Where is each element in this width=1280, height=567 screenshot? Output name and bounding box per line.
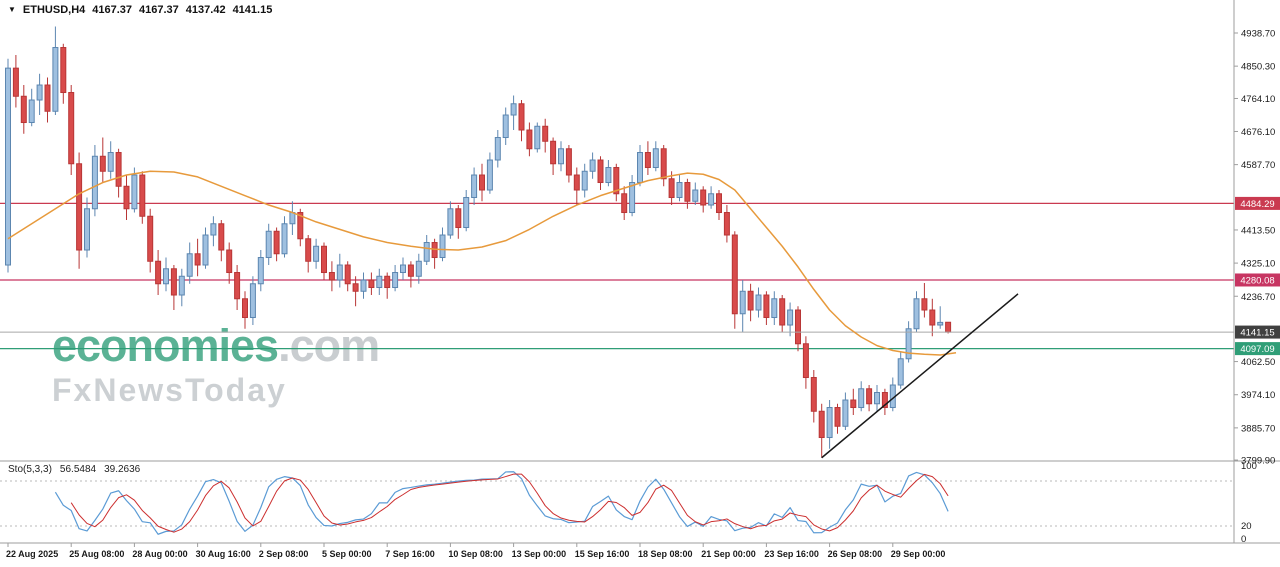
time-axis-label: 23 Sep 16:00 bbox=[764, 549, 819, 559]
price-axis-label: 3885.70 bbox=[1241, 423, 1275, 434]
moving-average-line[interactable] bbox=[7, 170, 957, 356]
price-badge-4280.08: 4280.08 bbox=[1235, 273, 1280, 287]
price-axis-label: 4850.30 bbox=[1241, 62, 1275, 73]
time-axis-label: 29 Sep 00:00 bbox=[891, 549, 946, 559]
time-axis-label: 21 Sep 00:00 bbox=[701, 549, 756, 559]
price-axis-label: 4764.10 bbox=[1241, 94, 1275, 105]
price-axis-label: 4236.70 bbox=[1241, 292, 1275, 303]
watermark-brand-suffix: .com bbox=[278, 320, 380, 371]
indicator-signal-value: 39.2636 bbox=[104, 464, 141, 475]
svg-text:4484.29: 4484.29 bbox=[1240, 199, 1274, 210]
time-axis-label: 7 Sep 16:00 bbox=[385, 549, 435, 559]
horizontal-levels[interactable] bbox=[0, 202, 1234, 350]
svg-text:4280.08: 4280.08 bbox=[1240, 275, 1274, 286]
time-axis-label: 25 Aug 08:00 bbox=[69, 549, 124, 559]
time-axis-label: 5 Sep 00:00 bbox=[322, 549, 372, 559]
chart-dropdown-icon[interactable]: ▼ bbox=[8, 5, 16, 14]
stoch-signal-line bbox=[70, 473, 949, 533]
price-axis-label: 4325.10 bbox=[1241, 259, 1275, 270]
price-axis-label: 4938.70 bbox=[1241, 29, 1275, 40]
watermark-brand: economies bbox=[52, 320, 279, 371]
time-axis-label: 30 Aug 16:00 bbox=[196, 549, 251, 559]
ohlc-open: 4167.37 bbox=[92, 4, 133, 16]
price-axis-label: 4062.50 bbox=[1241, 357, 1275, 368]
time-axis-label: 22 Aug 2025 bbox=[6, 549, 58, 559]
price-axis-label: 3799.90 bbox=[1241, 456, 1275, 467]
trendline[interactable] bbox=[821, 293, 1019, 459]
price-badge-4484.29: 4484.29 bbox=[1235, 196, 1280, 210]
time-axis-label: 18 Sep 08:00 bbox=[638, 549, 693, 559]
stoch-scale-label: 100 bbox=[1241, 461, 1257, 472]
time-axis-label: 15 Sep 16:00 bbox=[575, 549, 630, 559]
price-axis-label: 4587.70 bbox=[1241, 160, 1275, 171]
time-axis-label: 28 Aug 00:00 bbox=[132, 549, 187, 559]
price-axis-label: 4413.50 bbox=[1241, 225, 1275, 236]
ohlc-high: 4167.37 bbox=[139, 4, 179, 16]
price-axis[interactable]: 4938.70 4850.30 4764.10 4676.10 4587.70 4413.… bbox=[1234, 29, 1275, 467]
indicator-main-value: 56.5484 bbox=[59, 464, 97, 475]
watermark: economies.com FxNewsToday bbox=[52, 320, 380, 408]
time-axis-label: 26 Sep 08:00 bbox=[828, 549, 883, 559]
indicator-name: Sto(5,3,3) bbox=[8, 464, 52, 475]
ohlc-close: 4141.15 bbox=[232, 4, 273, 16]
ohlc-low: 4137.42 bbox=[185, 4, 226, 16]
svg-text:4141.15: 4141.15 bbox=[1240, 328, 1274, 339]
time-axis-label: 10 Sep 08:00 bbox=[448, 549, 503, 559]
stoch-main-line bbox=[54, 471, 949, 535]
svg-text:4097.09: 4097.09 bbox=[1240, 344, 1274, 355]
stoch-scale-label: 20 bbox=[1241, 521, 1252, 532]
price-axis-label: 3974.10 bbox=[1241, 390, 1275, 401]
symbol-timeframe: ETHUSD,H4 bbox=[22, 4, 86, 16]
price-axis-label: 4676.10 bbox=[1241, 127, 1275, 138]
candles-layer bbox=[5, 26, 952, 458]
symbol-header: ▼ ETHUSD,H4 4167.37 4167.37 4137.42 4141… bbox=[8, 4, 272, 16]
stoch-scale-label: 0 bbox=[1241, 534, 1246, 545]
price-badge-4141.15: 4141.15 bbox=[1235, 325, 1280, 339]
time-axis-label: 13 Sep 00:00 bbox=[512, 549, 567, 559]
price-badge-4097.09: 4097.09 bbox=[1235, 342, 1280, 356]
indicator-label: Sto(5,3,3) 56.5484 39.2636 bbox=[8, 464, 140, 475]
watermark-subbrand: FxNewsToday bbox=[52, 372, 287, 408]
time-axis-label: 2 Sep 08:00 bbox=[259, 549, 309, 559]
time-axis[interactable]: 22 Aug 2025 25 Aug 08:00 28 Aug 00:00 30 Au… bbox=[6, 543, 945, 559]
